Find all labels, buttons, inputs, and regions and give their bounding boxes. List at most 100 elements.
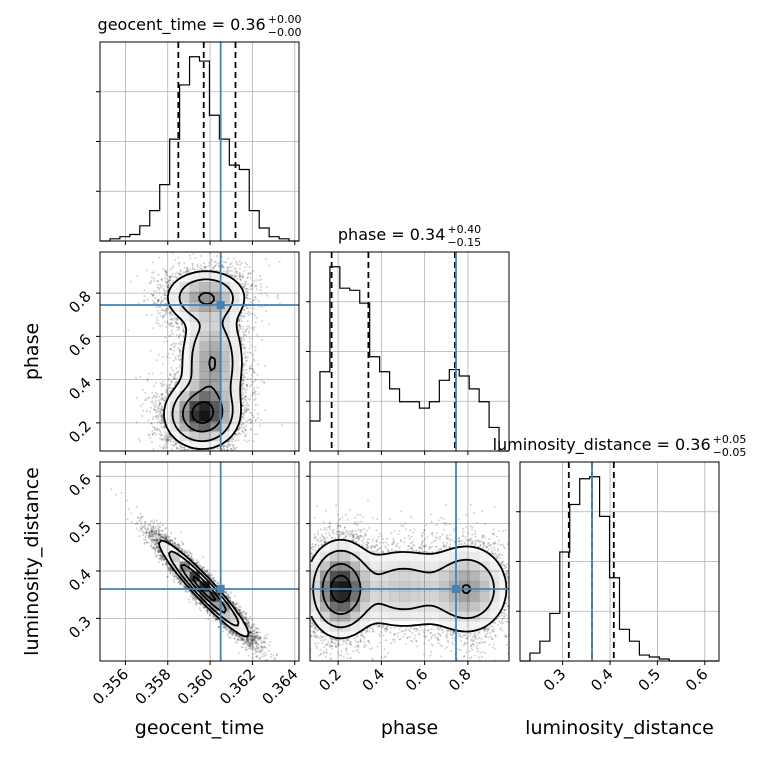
sample-point	[516, 551, 518, 553]
sample-point	[159, 535, 162, 537]
density-cell	[409, 591, 420, 602]
sample-point	[306, 627, 308, 629]
density-cell	[469, 551, 480, 562]
sample-point	[247, 272, 250, 274]
sample-point	[144, 399, 147, 402]
sample-point	[345, 529, 348, 532]
density-cell	[369, 601, 380, 612]
sample-point	[150, 293, 153, 296]
sample-point	[490, 547, 493, 550]
sample-point	[491, 550, 494, 553]
sample-point	[512, 597, 514, 599]
sample-point	[334, 642, 337, 645]
sample-point	[248, 265, 251, 268]
sample-point	[248, 627, 250, 630]
sample-point	[165, 562, 168, 565]
sample-point	[149, 436, 152, 439]
sample-point	[229, 630, 232, 633]
sample-point	[306, 541, 308, 543]
sample-point	[445, 544, 448, 547]
sample-point	[178, 350, 181, 353]
sample-point	[251, 634, 254, 637]
sample-point	[465, 526, 467, 529]
sample-point	[238, 635, 240, 638]
sample-point	[177, 370, 180, 373]
sample-point	[213, 576, 216, 579]
density-cell	[199, 391, 210, 402]
density-cell	[310, 601, 321, 612]
sample-point	[435, 550, 438, 553]
sample-point	[495, 553, 498, 556]
x-tick-label: 0.2	[315, 665, 345, 695]
sample-point	[160, 405, 163, 408]
sample-point	[168, 384, 171, 386]
density-cell	[459, 601, 470, 612]
sample-point	[323, 667, 325, 669]
sample-point	[158, 298, 161, 301]
sample-point	[320, 652, 323, 655]
sample-point	[276, 295, 279, 298]
density-cell	[469, 581, 480, 592]
sample-point	[258, 637, 261, 640]
sample-point	[162, 444, 165, 447]
density-cell	[189, 381, 200, 392]
sample-point	[157, 418, 160, 421]
sample-point	[217, 451, 219, 453]
sample-point	[146, 378, 149, 381]
sample-point	[226, 269, 229, 272]
sample-point	[517, 566, 519, 568]
sample-point	[421, 550, 424, 553]
sample-point	[150, 525, 153, 528]
sample-point	[246, 623, 249, 626]
y-tick-label: 0.4	[65, 565, 95, 595]
sample-point	[492, 542, 495, 545]
sample-point	[171, 318, 173, 321]
sample-point	[246, 325, 249, 328]
sample-point	[346, 657, 349, 660]
sample-point	[258, 636, 261, 639]
sample-point	[164, 538, 167, 541]
sample-point	[162, 536, 165, 539]
sample-point	[174, 320, 177, 323]
sample-point	[175, 316, 178, 319]
sample-point	[243, 284, 246, 287]
sample-point	[162, 363, 164, 366]
sample-point	[392, 541, 395, 544]
sample-point	[249, 637, 252, 640]
sample-point	[504, 566, 507, 569]
sample-point	[254, 634, 257, 637]
density-cell	[379, 601, 390, 612]
sample-point	[256, 373, 259, 376]
sample-point	[409, 635, 411, 638]
sample-point	[466, 539, 469, 542]
sample-point	[445, 536, 448, 539]
sample-point	[156, 280, 159, 283]
sample-point	[246, 356, 249, 359]
sample-point	[249, 337, 252, 340]
sample-point	[487, 628, 489, 631]
sample-point	[316, 629, 319, 632]
density-cell	[229, 321, 240, 332]
sample-point	[164, 439, 167, 442]
sample-point	[147, 524, 150, 527]
sample-point	[307, 630, 309, 632]
sample-point	[161, 556, 164, 559]
sample-point	[164, 535, 167, 538]
sample-point	[166, 391, 169, 394]
sample-point	[184, 453, 186, 455]
sample-point	[160, 286, 162, 289]
sample-point	[160, 413, 163, 416]
sample-point	[473, 633, 476, 636]
sample-point	[245, 611, 248, 614]
sample-point	[340, 532, 343, 535]
sample-point	[341, 533, 344, 536]
sample-point	[204, 265, 207, 268]
sample-point	[155, 290, 158, 293]
sample-point	[376, 645, 379, 648]
sample-point	[156, 525, 159, 528]
sample-point	[219, 452, 221, 454]
panel-content	[100, 462, 299, 661]
sample-point	[253, 628, 256, 631]
sample-point	[245, 407, 248, 410]
